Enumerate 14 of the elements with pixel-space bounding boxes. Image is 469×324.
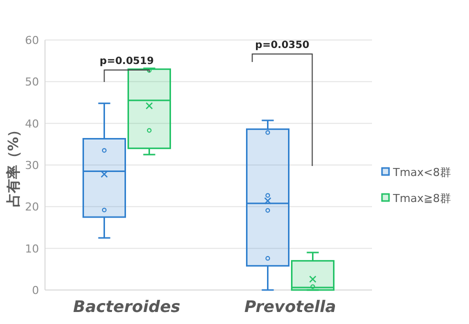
y-tick-label: 50 xyxy=(25,76,39,89)
annotation: p=0.0519 xyxy=(100,56,154,67)
x-tick-label: Prevotella xyxy=(244,297,336,316)
y-tick-label: 10 xyxy=(25,242,39,256)
y-axis-title: 占有率（%） xyxy=(5,122,22,208)
y-tick-label: 60 xyxy=(25,34,39,47)
y-tick-label: 0 xyxy=(32,284,39,297)
legend-label: Tmax<8群 xyxy=(392,166,451,179)
y-tick-label: 30 xyxy=(25,159,39,172)
legend-label: Tmax≧8群 xyxy=(392,192,451,205)
y-tick-label: 40 xyxy=(25,117,39,130)
annotation: p=0.0350 xyxy=(255,40,310,51)
y-tick-label: 20 xyxy=(25,200,39,214)
x-tick-label: Bacteroides xyxy=(73,297,180,316)
